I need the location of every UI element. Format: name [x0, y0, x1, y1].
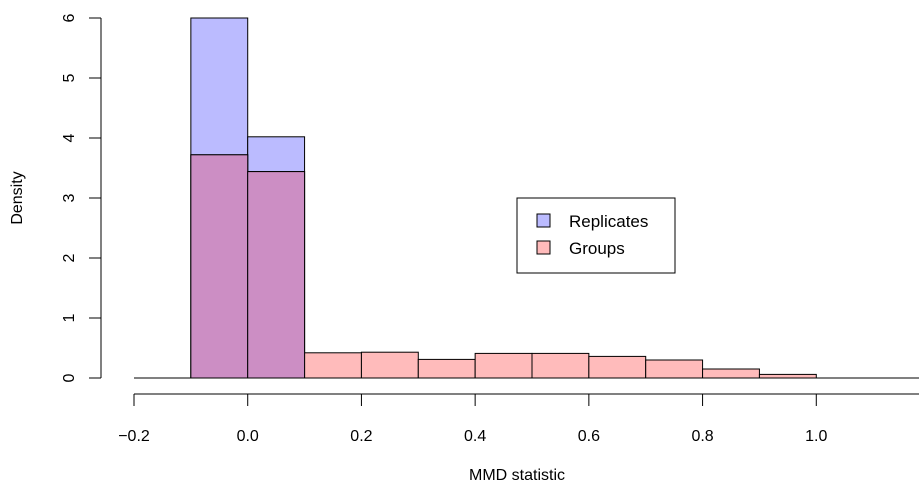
y-tick-label: 1 — [61, 313, 78, 322]
y-tick-label: 2 — [61, 253, 78, 262]
legend-label-groups: Groups — [569, 239, 625, 258]
y-tick-label: 5 — [61, 73, 78, 82]
x-axis-label: MMD statistic — [469, 467, 565, 484]
y-tick-label: 0 — [61, 373, 78, 382]
x-tick-label: 0.0 — [237, 428, 259, 445]
bar-groups-6 — [531, 352, 590, 379]
y-tick-label: 4 — [61, 133, 78, 142]
legend-swatch-groups — [536, 240, 551, 255]
bar-groups-8 — [645, 359, 704, 379]
y-axis: 0 1 2 3 4 5 6 — [61, 13, 102, 382]
x-axis: −0.20.00.20.40.60.81.01.2 — [118, 393, 919, 445]
overlap-bars — [190, 154, 306, 379]
bar-overlap-1 — [247, 171, 306, 379]
x-tick-label: 0.4 — [464, 428, 486, 445]
x-tick-label: −0.2 — [118, 428, 150, 445]
bar-groups-5 — [474, 352, 533, 379]
legend-swatch-replicates — [536, 213, 551, 228]
bar-groups-4 — [417, 358, 476, 379]
x-tick-label: 1.0 — [805, 428, 827, 445]
bar-groups-3 — [360, 351, 419, 379]
bar-overlap-0 — [190, 154, 249, 379]
bar-groups-9 — [702, 368, 760, 379]
y-axis-label: Density — [9, 171, 26, 224]
legend-label-replicates: Replicates — [569, 212, 648, 231]
bar-groups-7 — [588, 355, 647, 379]
x-tick-label: 0.2 — [350, 428, 372, 445]
legend-box — [516, 197, 676, 274]
y-tick-label: 6 — [61, 13, 78, 22]
x-tick-label: 0.8 — [691, 428, 713, 445]
legend: Replicates Groups — [516, 197, 676, 274]
x-tick-label: 0.6 — [578, 428, 600, 445]
y-tick-label: 3 — [61, 193, 78, 202]
bar-groups-10 — [758, 373, 817, 379]
bar-groups-2 — [304, 352, 362, 379]
